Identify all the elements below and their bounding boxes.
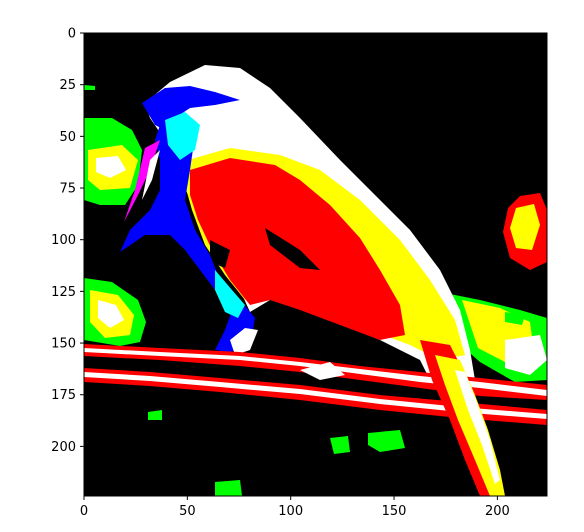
bird-wing-black-2 xyxy=(210,240,230,268)
branch-upper-white xyxy=(84,348,547,396)
x-tick-label: 150 xyxy=(382,504,407,519)
left-white-blob xyxy=(96,156,126,178)
x-tick-label: 200 xyxy=(485,504,510,519)
green-spot-3 xyxy=(215,480,242,496)
bird-throat-cyan xyxy=(165,112,200,160)
right-white-spot xyxy=(505,335,547,375)
x-tick-label: 50 xyxy=(179,504,196,519)
y-tick-label: 200 xyxy=(51,440,76,455)
green-spot-6 xyxy=(505,312,525,325)
lower-left-white-blob xyxy=(98,300,124,328)
axes-frame xyxy=(83,32,548,497)
y-tick-label: 150 xyxy=(51,337,76,352)
x-axis: 0 50 100 150 200 xyxy=(80,496,510,519)
x-tick-label: 0 xyxy=(80,504,88,519)
y-tick-label: 50 xyxy=(59,130,76,145)
bird-head-blue xyxy=(142,86,240,130)
y-tick-label: 75 xyxy=(59,182,76,197)
x-tick-label: 100 xyxy=(278,504,303,519)
green-spot-5 xyxy=(84,85,95,90)
bird-breast-cyan xyxy=(215,270,245,318)
green-spot-2 xyxy=(330,436,350,454)
y-tick-label: 25 xyxy=(59,78,76,93)
twig-white xyxy=(300,362,345,380)
posterized-bird-image xyxy=(84,33,547,496)
branch-lower-white xyxy=(84,372,547,419)
bird-tail-white xyxy=(455,370,500,484)
y-tick-label: 0 xyxy=(68,27,76,42)
green-spot-4 xyxy=(148,410,162,420)
y-tick-label: 175 xyxy=(51,388,76,403)
bird-beak-white xyxy=(142,150,160,200)
y-tick-label: 100 xyxy=(51,233,76,248)
bird-wing-black xyxy=(265,228,320,270)
y-axis: 0 25 50 75 100 125 150 175 200 xyxy=(51,27,84,455)
y-tick-label: 125 xyxy=(51,285,76,300)
bird-leg-white xyxy=(230,328,258,355)
green-spot-1 xyxy=(368,430,405,452)
right-yellow-blob xyxy=(510,204,540,250)
